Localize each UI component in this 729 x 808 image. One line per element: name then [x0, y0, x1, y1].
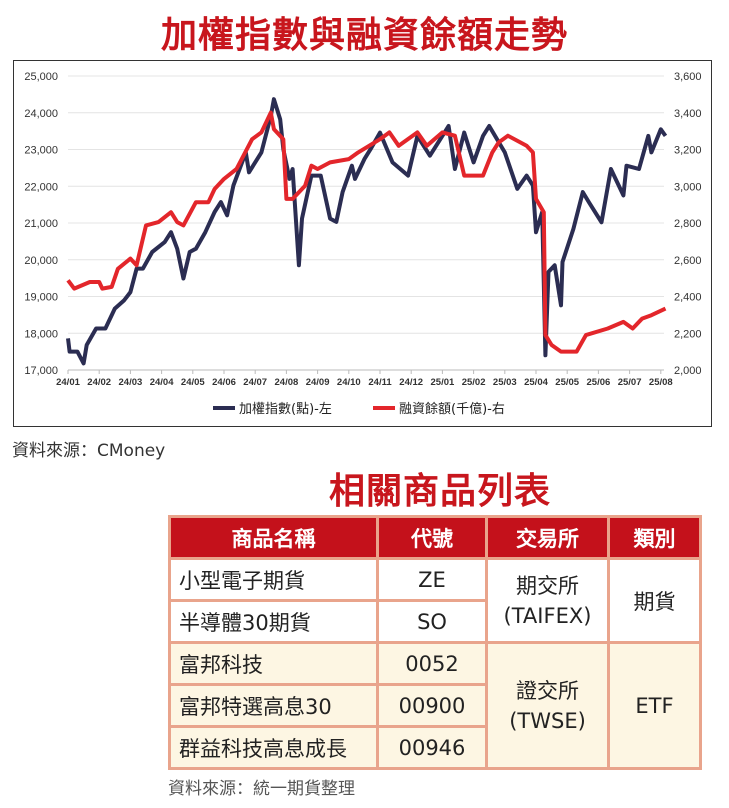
left-tick-label: 17,000 — [24, 365, 58, 377]
right-tick-label: 2,600 — [674, 255, 702, 267]
table-row: 小型電子期貨 ZE 期交所 (TAIFEX) 期貨 — [168, 557, 702, 644]
header-name: 商品名稱 — [168, 515, 379, 560]
exchange-abbr: (TWSE) — [509, 708, 586, 733]
product-name: 半導體30期貨 — [168, 599, 379, 644]
product-code: 00900 — [376, 683, 488, 728]
category-cell: 期貨 — [607, 557, 702, 644]
right-tick-label: 2,200 — [674, 328, 702, 340]
x-tick-label: 24/09 — [306, 377, 330, 388]
right-tick-label: 2,000 — [674, 365, 702, 377]
product-code: 0052 — [376, 641, 488, 686]
x-tick-label: 25/03 — [493, 377, 517, 388]
exchange-abbr: (TAIFEX) — [503, 603, 592, 628]
table-source: 資料來源：統一期貨整理 — [168, 779, 355, 799]
x-tick-label: 24/04 — [150, 377, 174, 388]
table-title: 相關商品列表 — [328, 470, 551, 512]
x-tick-label: 24/03 — [119, 377, 143, 388]
x-tick-label: 24/11 — [368, 377, 392, 388]
exchange-cell: 證交所 (TWSE) — [485, 641, 610, 770]
left-tick-label: 20,000 — [24, 255, 58, 267]
table-row: 富邦特選高息30 00900 — [168, 683, 701, 728]
x-tick-label: 24/02 — [87, 377, 111, 388]
margin-series-line — [66, 110, 667, 354]
x-tick-label: 24/08 — [275, 377, 299, 388]
index-series-line — [66, 97, 668, 366]
product-name: 群益科技高息成長 — [168, 725, 379, 770]
right-tick-label: 2,800 — [674, 218, 702, 230]
header-code: 代號 — [376, 515, 488, 560]
exchange-name: 期交所 — [516, 573, 579, 598]
x-tick-label: 24/12 — [399, 377, 423, 388]
product-code: ZE — [376, 557, 488, 602]
legend-label: 融資餘額(千億)-右 — [399, 401, 505, 417]
product-name: 小型電子期貨 — [168, 557, 379, 602]
product-name: 富邦科技 — [168, 641, 379, 686]
right-tick-label: 3,400 — [674, 108, 702, 120]
exchange-name: 證交所 — [516, 678, 579, 703]
exchange-cell: 期交所 (TAIFEX) — [485, 557, 610, 644]
chart-frame — [13, 60, 712, 427]
left-tick-label: 19,000 — [24, 292, 58, 304]
x-tick-label: 25/01 — [431, 377, 455, 388]
right-tick-label: 3,600 — [674, 71, 702, 83]
x-tick-label: 24/07 — [243, 377, 267, 388]
table-header-row: 商品名稱 代號 交易所 類別 — [168, 515, 702, 560]
x-tick-label: 25/06 — [587, 377, 611, 388]
right-tick-label: 3,200 — [674, 145, 702, 157]
x-tick-label: 24/01 — [56, 377, 80, 388]
x-tick-label: 25/02 — [462, 377, 486, 388]
table-row: 群益科技高息成長 00946 — [168, 725, 701, 770]
product-name: 富邦特選高息30 — [168, 683, 379, 728]
header-exchange: 交易所 — [485, 515, 610, 560]
right-tick-label: 3,000 — [674, 181, 702, 193]
right-tick-label: 2,400 — [674, 292, 702, 304]
left-tick-label: 23,000 — [24, 145, 58, 157]
product-code: 00946 — [376, 725, 488, 770]
x-tick-label: 25/08 — [649, 377, 673, 388]
left-tick-label: 22,000 — [24, 181, 58, 193]
left-tick-label: 25,000 — [24, 71, 58, 83]
chart-source: 資料來源：CMoney — [12, 441, 166, 461]
x-tick-label: 25/05 — [555, 377, 579, 388]
left-tick-label: 18,000 — [24, 328, 58, 340]
left-tick-label: 24,000 — [24, 108, 58, 120]
left-tick-label: 21,000 — [24, 218, 58, 230]
x-tick-label: 24/05 — [181, 377, 205, 388]
products-table: 商品名稱 代號 交易所 類別 小型電子期貨 ZE 期交所 (TAIFEX) 期貨 … — [168, 515, 702, 770]
header-category: 類別 — [607, 515, 702, 560]
x-tick-label: 25/04 — [524, 377, 548, 388]
chart-title: 加權指數與融資餘額走勢 — [160, 14, 568, 56]
legend-label: 加權指數(點)-左 — [239, 402, 332, 417]
x-tick-label: 24/10 — [337, 377, 361, 388]
product-code: SO — [376, 599, 488, 644]
category-cell: ETF — [607, 641, 702, 770]
table-row: 半導體30期貨 SO — [168, 599, 701, 644]
table-row: 富邦科技 0052 證交所 (TWSE) ETF — [168, 641, 702, 770]
x-tick-label: 24/06 — [212, 377, 236, 388]
line-chart: 17,000 2,000 18,000 2,200 19,000 2,400 20,000 2… — [24, 71, 702, 417]
x-tick-label: 25/07 — [618, 377, 642, 388]
